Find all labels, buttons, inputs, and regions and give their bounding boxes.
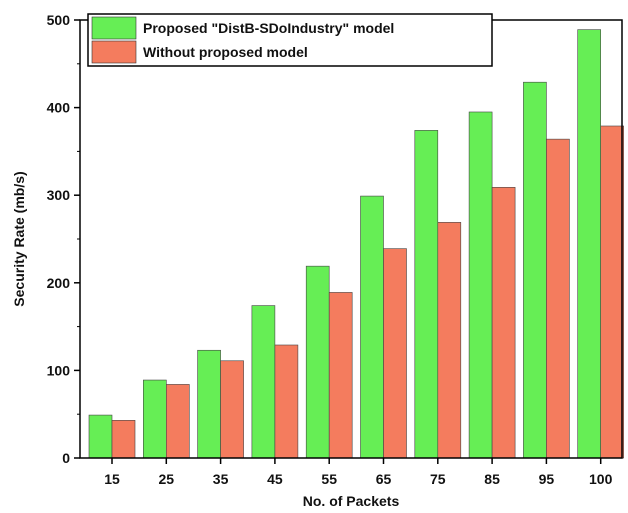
y-axis-title: Security Rate (mb/s) (11, 171, 27, 306)
bar-proposed-25 (143, 379, 167, 459)
bar-without-95 (546, 138, 570, 459)
y-axis-ticks: 0 100 200 300 400 500 (47, 12, 80, 466)
bar-proposed-100 (577, 29, 602, 459)
y-tick-label: 400 (47, 100, 71, 116)
y-tick-label: 200 (47, 275, 71, 291)
bar-without-65 (383, 248, 407, 459)
legend-swatch-without (91, 40, 137, 64)
bar-without-75 (437, 222, 462, 459)
bar-without-25 (166, 384, 190, 459)
y-tick-label: 0 (62, 450, 70, 466)
legend-label-without: Without proposed model (143, 44, 308, 60)
bar-proposed-45 (251, 305, 276, 459)
x-tick-label: 65 (376, 471, 392, 487)
x-tick-label: 55 (321, 471, 337, 487)
bar-without-85 (491, 187, 516, 459)
legend-box (87, 13, 493, 67)
x-tick-label: 15 (104, 471, 120, 487)
x-tick-label: 100 (589, 471, 613, 487)
x-axis-ticks: 15 25 35 45 55 65 75 85 95 100 (104, 458, 613, 487)
bar-proposed-35 (197, 349, 221, 459)
bar-proposed-15 (88, 414, 113, 459)
x-tick-label: 85 (484, 471, 500, 487)
bar-without-55 (328, 292, 353, 459)
x-tick-label: 95 (539, 471, 555, 487)
bar-proposed-55 (305, 265, 330, 459)
legend: Proposed "DistB-SDoIndustry" model Witho… (87, 13, 493, 67)
x-tick-label: 45 (267, 471, 283, 487)
legend-label-proposed: Proposed "DistB-SDoIndustry" model (143, 20, 394, 36)
bar-proposed-95 (523, 81, 547, 459)
bar-proposed-65 (360, 195, 384, 459)
bar-without-45 (274, 344, 299, 459)
y-tick-label: 300 (47, 187, 71, 203)
bar-without-35 (220, 360, 244, 459)
x-tick-label: 35 (213, 471, 229, 487)
x-tick-label: 25 (159, 471, 175, 487)
x-tick-label: 75 (430, 471, 446, 487)
y-tick-label: 100 (47, 362, 71, 378)
bar-proposed-85 (468, 111, 493, 459)
bar-proposed-75 (414, 130, 439, 459)
bar-without-100 (600, 125, 625, 459)
x-axis-title: No. of Packets (303, 493, 400, 509)
legend-swatch-proposed (91, 16, 137, 40)
bar-without-15 (111, 420, 136, 459)
y-tick-label: 500 (47, 12, 71, 28)
bars-group (88, 29, 625, 459)
